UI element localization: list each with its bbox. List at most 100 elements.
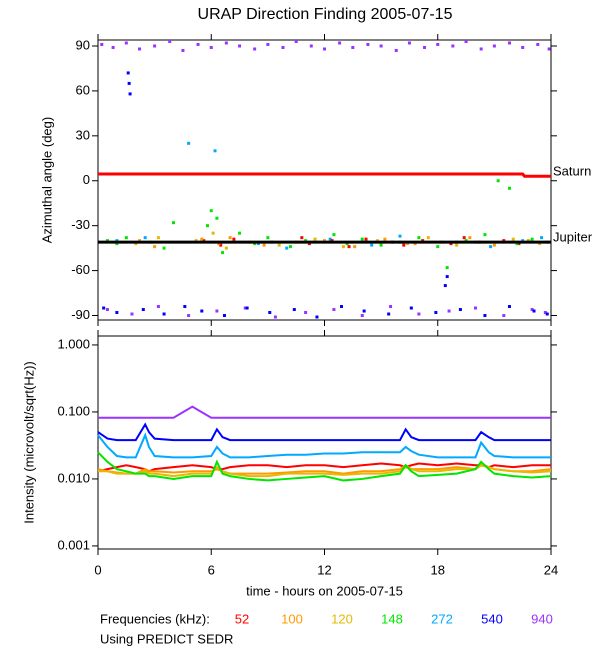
scatter-point: [143, 236, 147, 240]
x-axis-label: time - hours on 2005-07-15: [246, 583, 403, 598]
scatter-point: [332, 233, 336, 237]
legend-entry: 540: [481, 611, 503, 626]
scatter-point: [351, 45, 355, 49]
scatter-point: [483, 314, 487, 318]
scatter-point: [304, 311, 308, 315]
scatter-point: [383, 237, 387, 241]
scatter-point: [222, 314, 226, 318]
scatter-point: [507, 186, 511, 190]
scatter-point: [507, 305, 511, 309]
scatter-point: [209, 209, 213, 213]
scatter-point: [389, 305, 393, 309]
scatter-point: [464, 39, 468, 43]
scatter-point: [105, 308, 109, 312]
scatter-point: [447, 309, 451, 313]
x-tick-label: 0: [94, 562, 101, 577]
scatter-point: [458, 308, 462, 312]
scatter-point: [436, 245, 440, 249]
scatter-point: [387, 312, 391, 316]
chart-title: URAP Direction Finding 2005-07-15: [198, 6, 453, 23]
legend-entry: 148: [381, 611, 403, 626]
scatter-point: [273, 315, 277, 319]
scatter-point: [339, 305, 343, 309]
scatter-point: [172, 221, 175, 225]
scatter-point: [309, 44, 313, 48]
scatter-point: [111, 45, 115, 49]
series-line: [98, 405, 551, 419]
x-tick-label: 24: [544, 562, 558, 577]
scatter-point: [187, 314, 191, 318]
scatter-point: [162, 246, 166, 250]
y-tick-label: 90: [76, 37, 90, 52]
scatter-point: [215, 216, 219, 220]
scatter-point: [294, 39, 298, 43]
scatter-point: [253, 47, 257, 51]
y-tick-label: 0.001: [57, 537, 90, 552]
scatter-point: [281, 45, 285, 49]
scatter-point: [536, 42, 540, 46]
scatter-point: [141, 308, 145, 312]
scatter-point: [313, 237, 317, 241]
x-tick-label: 12: [317, 562, 331, 577]
legend-entry: 940: [531, 611, 553, 626]
scatter-point: [492, 44, 496, 48]
scatter-point: [130, 312, 134, 316]
scatter-point: [162, 312, 166, 316]
scatter-point: [545, 312, 549, 316]
scatter-point: [183, 305, 187, 309]
legend-entry: 52: [235, 611, 249, 626]
scatter-point: [379, 243, 383, 247]
scatter-point: [502, 314, 506, 318]
scatter-point: [127, 81, 131, 85]
scatter-point: [292, 308, 296, 312]
scatter-point: [474, 306, 477, 310]
scatter-point: [168, 39, 172, 43]
scatter-point: [266, 236, 270, 240]
scatter-point: [187, 141, 191, 145]
scatter-point: [243, 306, 247, 310]
legend-entry: 120: [331, 611, 353, 626]
series-line: [97, 422, 551, 442]
legend-entry: 272: [431, 611, 453, 626]
scatter-point: [156, 305, 160, 309]
scatter-point: [338, 41, 342, 45]
scatter-point: [115, 311, 119, 315]
y-tick-label: 60: [76, 82, 90, 97]
scatter-point: [507, 41, 511, 45]
scatter-point: [347, 245, 351, 249]
scatter-point: [126, 71, 130, 75]
scatter-point: [341, 245, 345, 249]
scatter-point: [407, 41, 411, 45]
scatter-point: [181, 48, 185, 52]
footer-note: Using PREDICT SEDR: [100, 631, 233, 646]
scatter-point: [102, 306, 106, 310]
legend-title: Frequencies (kHz):: [100, 611, 210, 626]
legend-entry: 100: [281, 611, 303, 626]
scatter-point: [209, 45, 213, 49]
scatter-point: [462, 236, 466, 240]
scatter-point: [213, 149, 217, 153]
scatter-point: [353, 245, 357, 249]
scatter-point: [245, 306, 249, 310]
scatter-point: [124, 41, 128, 45]
scatter-point: [455, 243, 459, 247]
scatter-point: [128, 92, 132, 96]
scatter-point: [426, 236, 430, 240]
scatter-point: [211, 231, 215, 235]
scatter-point: [315, 315, 319, 319]
scatter-point: [364, 237, 368, 241]
scatter-point: [409, 306, 413, 310]
scatter-point: [219, 243, 223, 247]
y-tick-label: 0.010: [57, 470, 90, 485]
scatter-point: [530, 237, 534, 241]
scatter-point: [138, 47, 142, 51]
scatter-point: [483, 233, 487, 237]
y-tick-label: 0: [83, 172, 90, 187]
scatter-point: [200, 309, 204, 313]
scatter-point: [360, 237, 364, 241]
scatter-point: [492, 243, 496, 247]
scatter-point: [238, 44, 242, 48]
x-tick-label: 18: [431, 562, 445, 577]
scatter-point: [417, 312, 421, 316]
